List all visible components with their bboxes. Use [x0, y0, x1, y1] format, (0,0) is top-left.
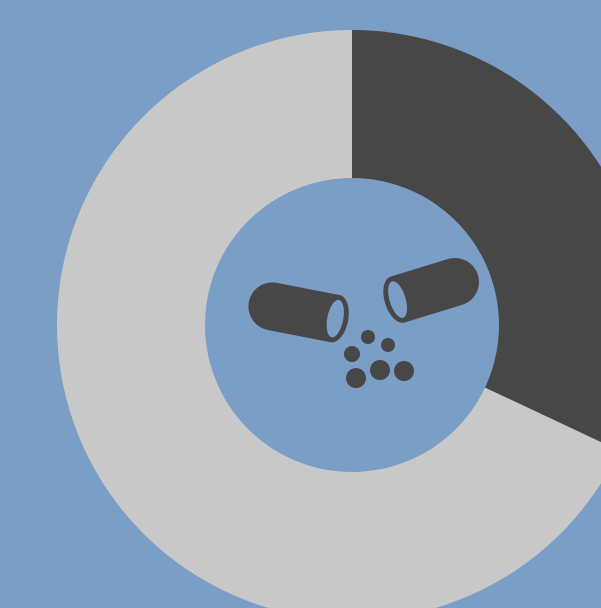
pill-icon [248, 257, 479, 388]
powder-dot [381, 338, 395, 352]
powder-dot [394, 361, 414, 381]
slice [57, 30, 601, 608]
right-capsule-opening [388, 281, 408, 318]
powder-dot [344, 346, 360, 362]
powder-dot [361, 330, 375, 344]
left-capsule-body [248, 282, 340, 343]
left-capsule [248, 282, 349, 343]
right-capsule-body [390, 257, 479, 323]
right-capsule [383, 257, 479, 323]
slice [352, 30, 601, 443]
slices [57, 30, 601, 608]
powder-dot [346, 368, 366, 388]
left-capsule-opening [326, 299, 344, 338]
powder-dot [370, 360, 390, 380]
